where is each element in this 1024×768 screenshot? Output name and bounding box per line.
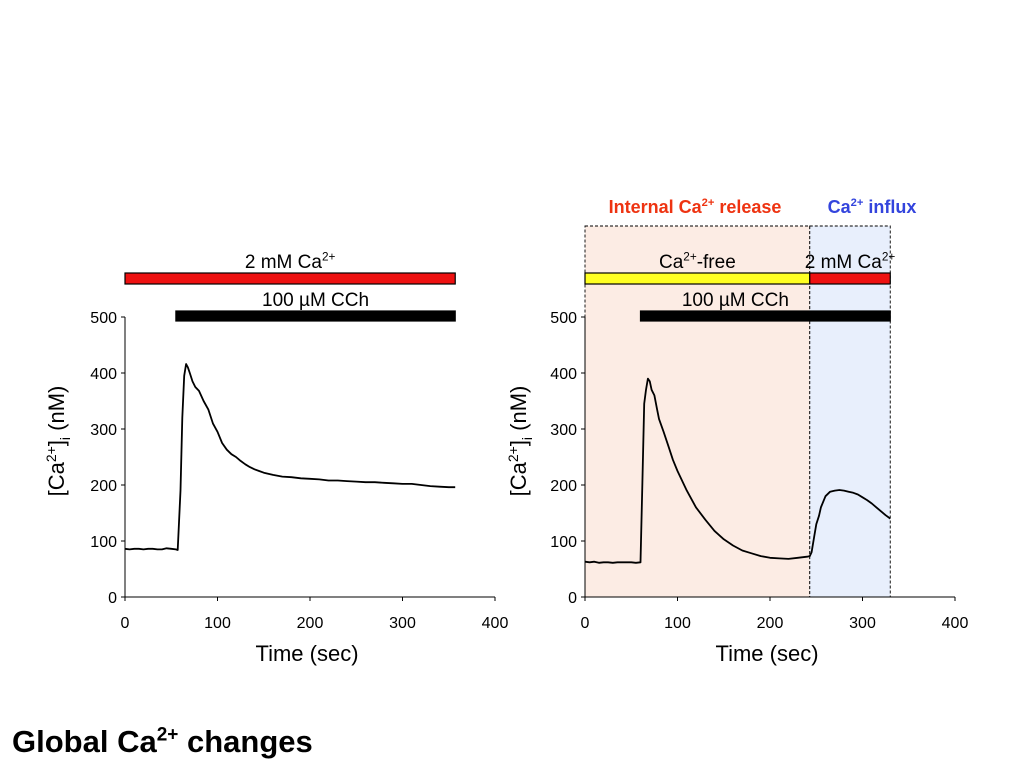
chart-2-phase-label-1-post: release <box>714 197 781 217</box>
chart-2-treatment-label-1: Ca2+-free <box>659 250 736 273</box>
chart-1-y-axis-label-pre: [Ca <box>44 461 69 496</box>
chart-2-treatment-bar-2 <box>809 272 891 285</box>
chart-2-x-axis-label: Time (sec) <box>715 641 818 666</box>
chart-2-y-axis-label-sup: 2+ <box>505 446 521 462</box>
chart-2-treatment-label-2: 2 mM Ca2+ <box>805 250 896 273</box>
chart-2-y-tick-label: 500 <box>550 310 577 327</box>
chart-2-phase-label-1-sup: 2+ <box>702 197 715 209</box>
chart-1-y-axis-label-post: (nM) <box>44 386 69 437</box>
chart-1-treatment-label-2: 100 µM CCh <box>262 290 369 311</box>
chart-2-treatment-label-1-sup: 2+ <box>683 250 697 263</box>
chart-1-y-tick-label: 500 <box>90 310 117 327</box>
slide-title-sup: 2+ <box>156 724 179 746</box>
chart-2-y-axis-label-mid: ] <box>506 440 531 446</box>
chart-2-x-tick-label: 400 <box>942 615 969 632</box>
chart-1-y-axis-label-sup: 2+ <box>43 446 59 462</box>
chart-2-treatment-bar-3 <box>639 310 891 322</box>
chart-2-treatment-label-2-main: 2 mM Ca <box>805 252 883 273</box>
chart-2-y-axis-label: [Ca2+]i (nM) <box>505 386 535 497</box>
chart-1-y-axis-label-sub: i <box>57 437 73 440</box>
chart-1-y-axis-label-mid: ] <box>44 440 69 446</box>
chart-2-y-tick-label: 200 <box>550 478 577 495</box>
chart-2-treatment-label-3: 100 µM CCh <box>682 290 789 311</box>
chart-1-y-tick-label: 200 <box>90 478 117 495</box>
chart-1-treatment-label-1: 2 mM Ca2+ <box>245 250 336 273</box>
chart-2-x-tick-label: 300 <box>849 615 876 632</box>
chart-2-phase-label-2-post: influx <box>863 197 916 217</box>
chart-2-phase-label-2-main: Ca <box>828 197 852 217</box>
chart-1-treatment-bar-1 <box>124 272 456 285</box>
chart-1-treatment-bar-2 <box>175 310 456 322</box>
chart-1-x-tick-label: 200 <box>297 615 324 632</box>
chart-2-treatment-label-2-sup: 2+ <box>882 250 896 263</box>
chart-2-x-tick-label: 0 <box>581 615 590 632</box>
slide-title-rest: changes <box>178 724 313 759</box>
chart-2-phase-label-2-sup: 2+ <box>851 197 864 209</box>
chart-1-trace-line <box>124 363 456 551</box>
chart-1-y-tick-label: 300 <box>90 422 117 439</box>
chart-2-x-tick-label: 200 <box>757 615 784 632</box>
chart-1-y-tick-label: 100 <box>90 534 117 551</box>
chart-2-y-tick-label: 400 <box>550 366 577 383</box>
chart-2-y-tick-label: 100 <box>550 534 577 551</box>
chart-1-treatment-label-2-main: 100 µM CCh <box>262 290 369 311</box>
chart-1-treatment-label-1-main: 2 mM Ca <box>245 252 323 273</box>
slide-title: Global Ca2+ changes <box>12 724 313 760</box>
chart-2-y-axis-label-post: (nM) <box>506 386 531 437</box>
chart-1-y-axis-label: [Ca2+]i (nM) <box>43 386 73 497</box>
chart-2-phase-label-1: Internal Ca2+ release <box>609 197 782 217</box>
chart-2-treatment-bar-1 <box>584 272 811 285</box>
chart-1-x-tick-label: 400 <box>482 615 509 632</box>
chart-2-treatment-label-1-main: Ca <box>659 252 684 273</box>
chart-1-x-tick-label: 0 <box>121 615 130 632</box>
chart-2-y-axis-label-pre: [Ca <box>506 461 531 496</box>
chart-2-y-tick-label: 300 <box>550 422 577 439</box>
chart-1-treatment-label-1-sup: 2+ <box>322 250 336 263</box>
chart-2-phase-region-1 <box>584 225 811 598</box>
chart-2-treatment-label-3-main: 100 µM CCh <box>682 290 789 311</box>
chart-2-phase-label-1-main: Internal Ca <box>609 197 703 217</box>
chart-1-x-axis-label: Time (sec) <box>255 641 358 666</box>
chart-1-y-tick-label: 400 <box>90 366 117 383</box>
chart-2-trace-line <box>584 377 891 564</box>
chart-2-phase-label-2: Ca2+ influx <box>828 197 917 217</box>
chart-1-x-tick-label: 100 <box>204 615 231 632</box>
chart-2-treatment-label-1-post: -free <box>697 252 736 273</box>
chart-1-y-tick-label: 0 <box>108 590 117 607</box>
chart-1-x-tick-label: 300 <box>389 615 416 632</box>
chart-2-y-tick-label: 0 <box>568 590 577 607</box>
chart-2-y-axis-label-sub: i <box>519 437 535 440</box>
chart-2-x-tick-label: 100 <box>664 615 691 632</box>
slide-title-main: Global Ca <box>12 724 157 759</box>
